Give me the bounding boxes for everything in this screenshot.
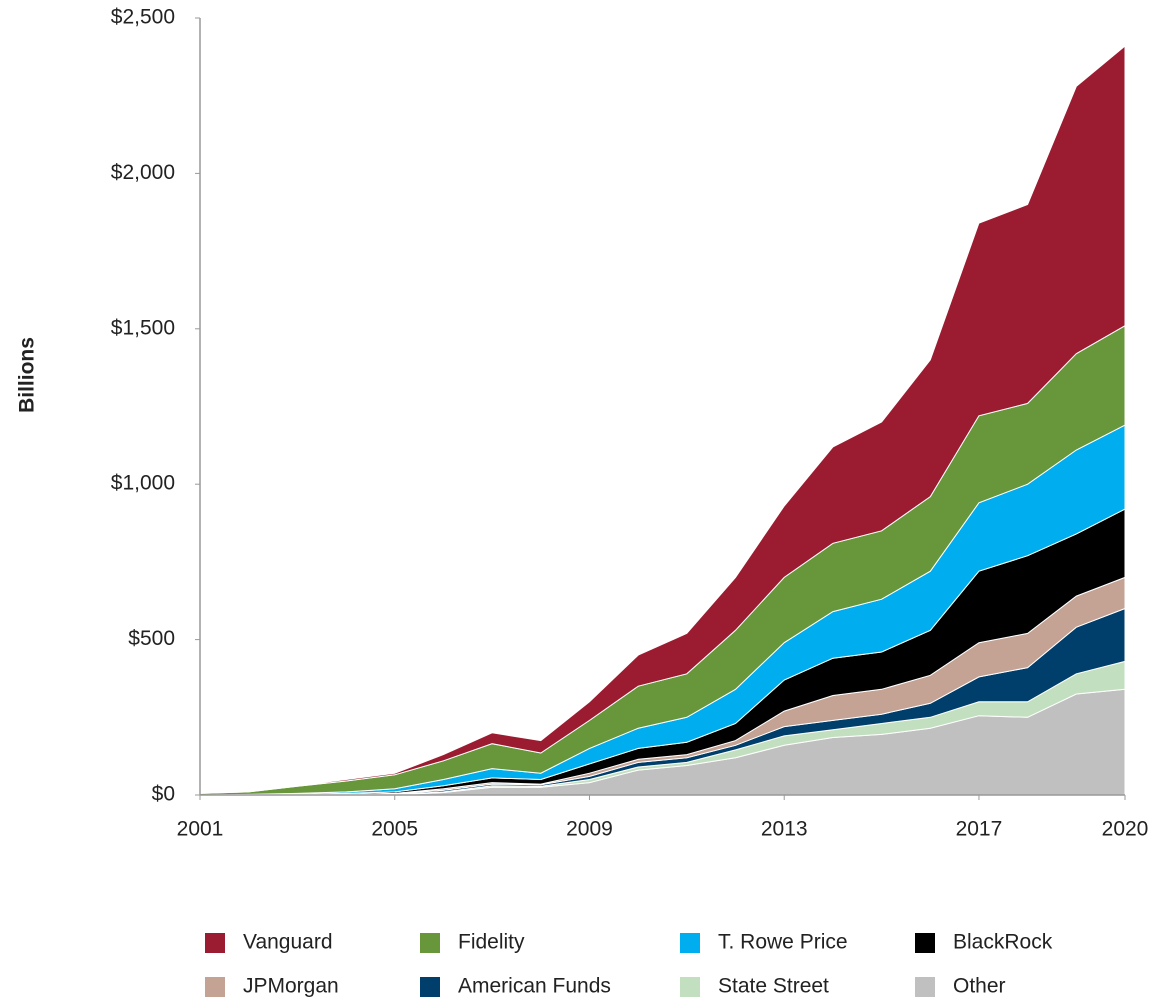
x-tick-label: 2020 xyxy=(1102,818,1149,841)
legend-label: JPMorgan xyxy=(243,975,339,998)
legend-item: Fidelity xyxy=(420,931,525,954)
legend-item: State Street xyxy=(680,975,829,998)
legend-swatch xyxy=(680,933,700,953)
legend-swatch xyxy=(205,977,225,997)
x-tick-label: 2005 xyxy=(371,818,418,841)
y-tick-label: $0 xyxy=(152,783,175,806)
y-tick-label: $1,500 xyxy=(111,316,175,339)
legend-swatch xyxy=(420,977,440,997)
legend-item: T. Rowe Price xyxy=(680,931,848,954)
legend-label: BlackRock xyxy=(953,931,1053,954)
legend-swatch xyxy=(205,933,225,953)
legend-swatch xyxy=(680,977,700,997)
legend-swatch xyxy=(420,933,440,953)
x-tick-label: 2001 xyxy=(177,818,224,841)
legend-label: Vanguard xyxy=(243,931,333,954)
legend-label: Fidelity xyxy=(458,931,525,954)
area xyxy=(199,44,1126,794)
legend-item: BlackRock xyxy=(915,931,1053,954)
x-tick-label: 2013 xyxy=(761,818,808,841)
legend-label: Other xyxy=(953,975,1006,998)
legend-swatch xyxy=(915,933,935,953)
legend-item: JPMorgan xyxy=(205,975,339,998)
legend-swatch xyxy=(915,977,935,997)
legend-label: State Street xyxy=(718,975,829,998)
x-tick-label: 2017 xyxy=(956,818,1003,841)
y-tick-label: $2,500 xyxy=(111,6,175,29)
legend-item: Vanguard xyxy=(205,931,333,954)
legend-item: Other xyxy=(915,975,1006,998)
legend-item: American Funds xyxy=(420,975,611,998)
y-tick-label: $500 xyxy=(128,627,175,650)
legend-label: American Funds xyxy=(458,975,611,998)
x-tick-label: 2009 xyxy=(566,818,613,841)
y-tick-label: $1,000 xyxy=(111,472,175,495)
y-axis-label: Billions xyxy=(16,337,39,413)
legend-label: T. Rowe Price xyxy=(718,931,848,954)
y-tick-label: $2,000 xyxy=(111,161,175,184)
